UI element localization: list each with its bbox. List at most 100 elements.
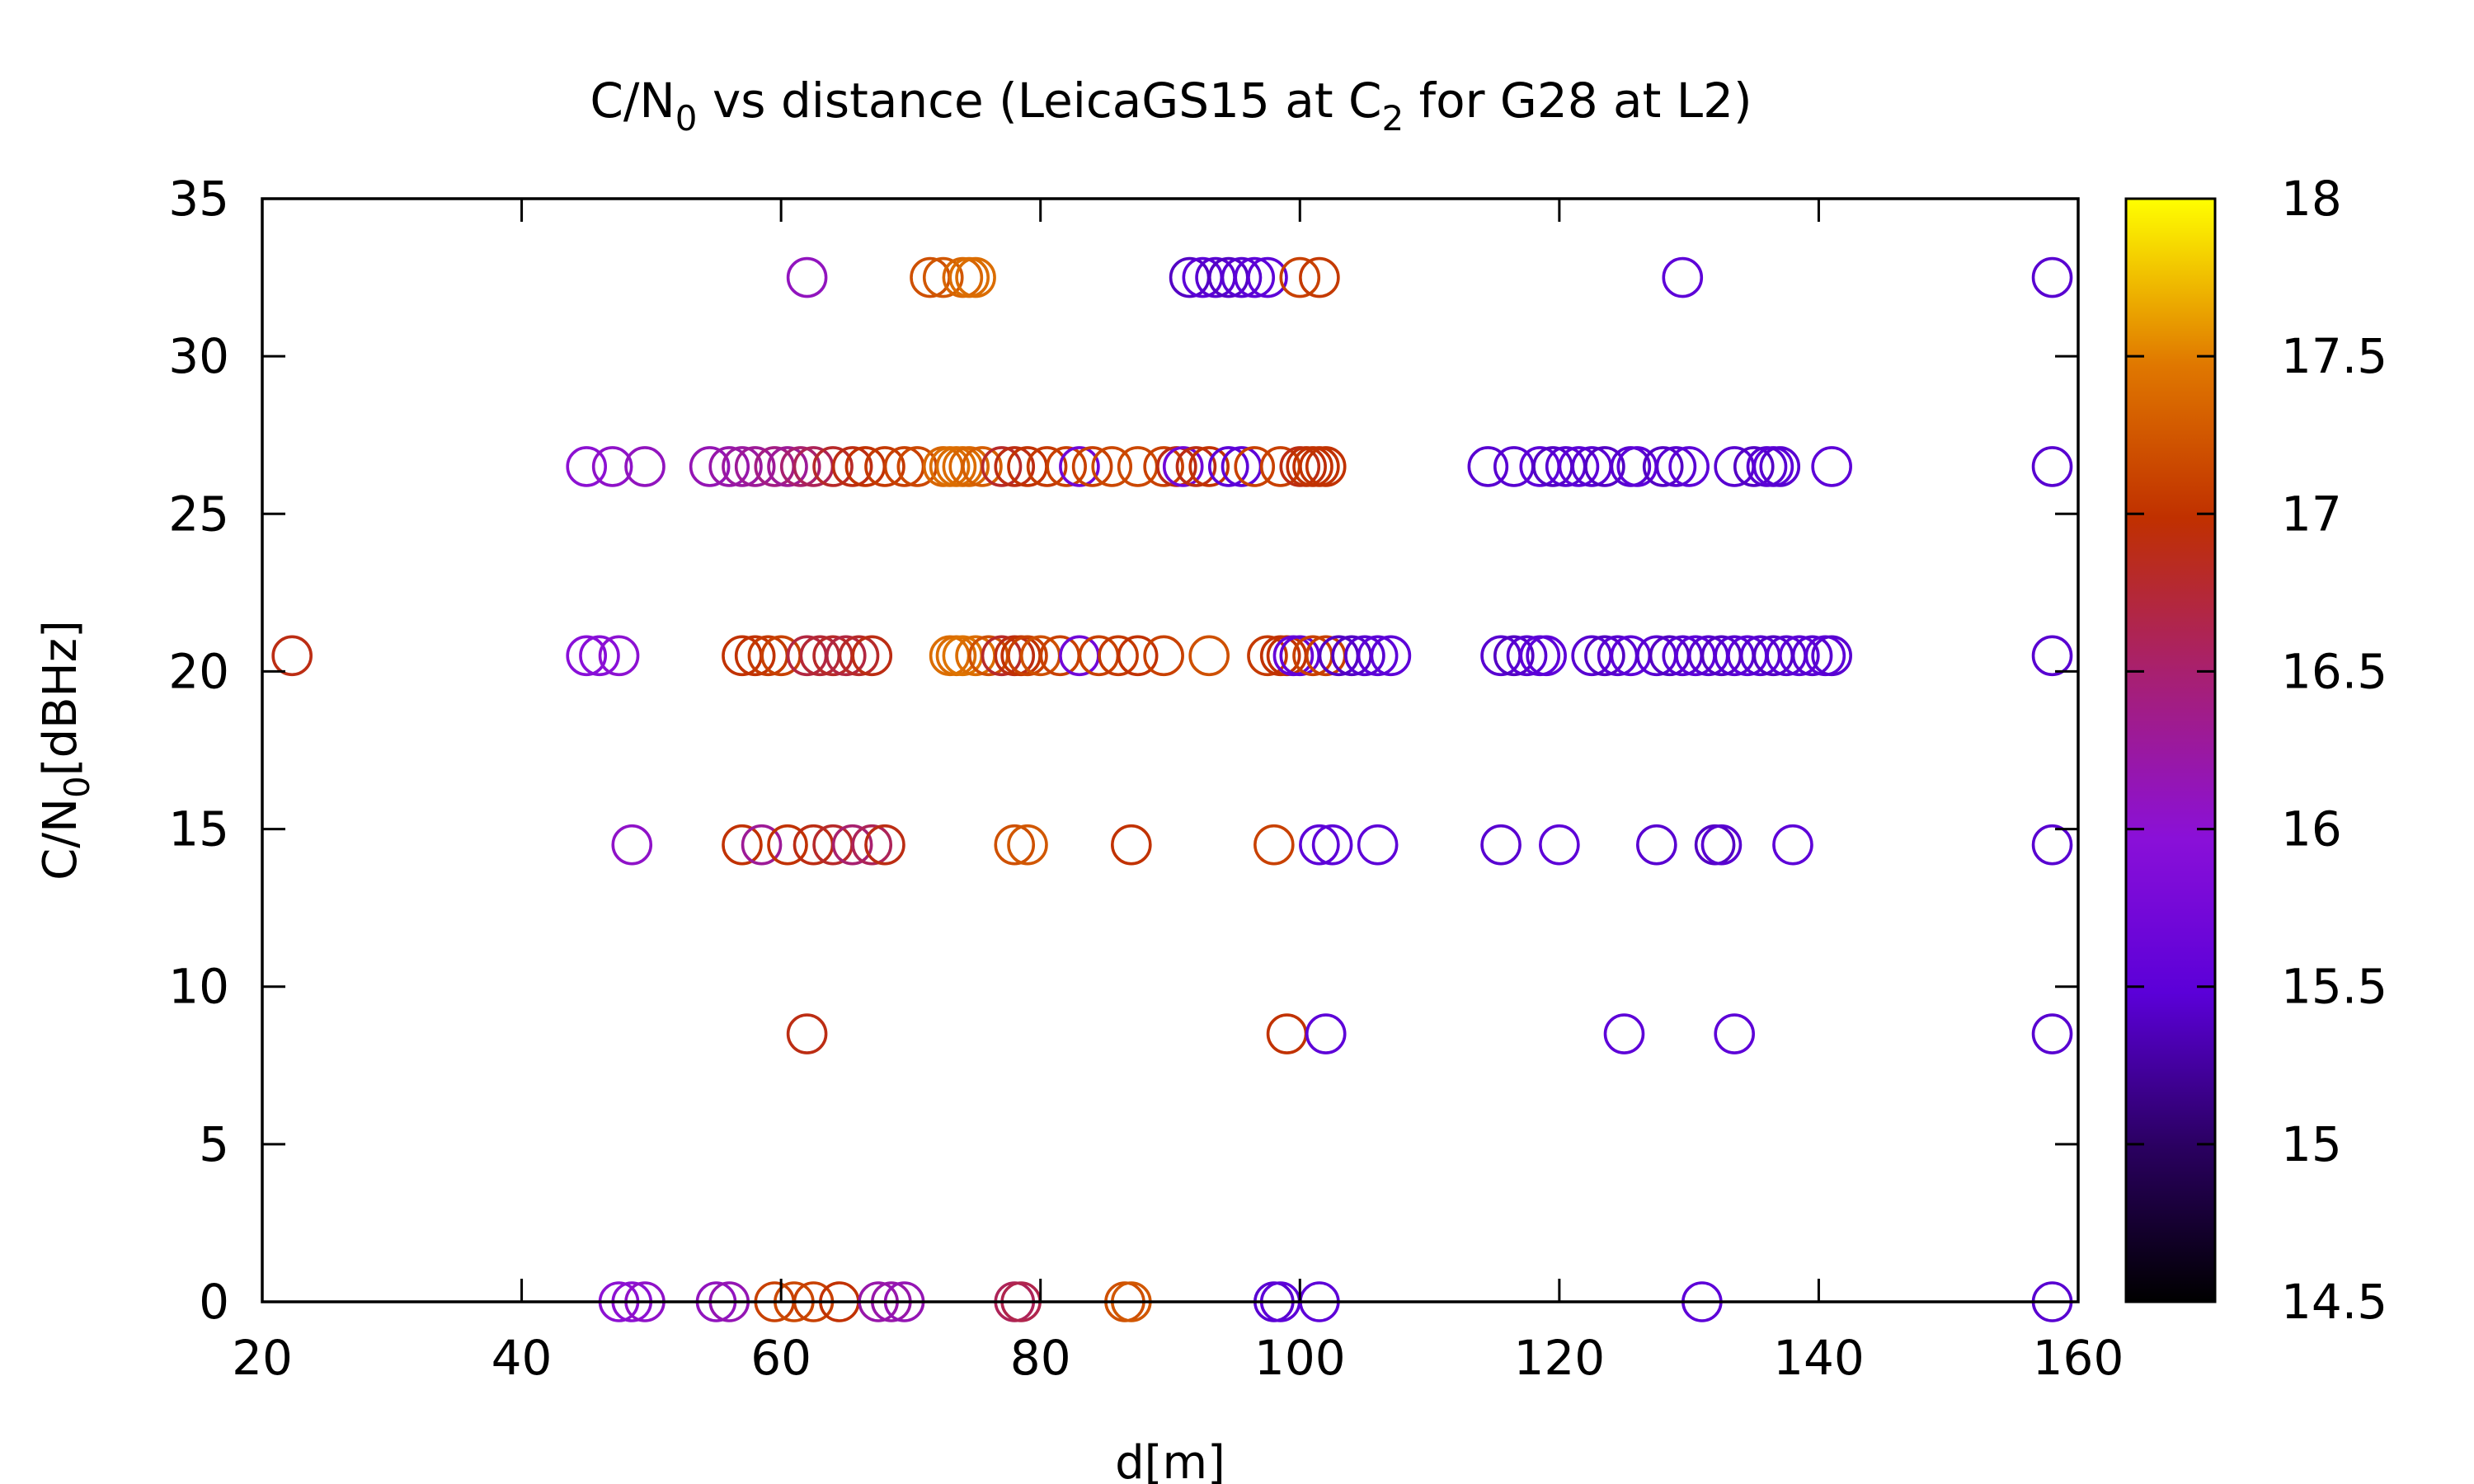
data-point [1046,446,1087,487]
data-point [1811,446,1852,487]
data-point [1811,635,1852,677]
data-point [1299,256,1340,298]
data-point [1733,446,1775,487]
colorbar-tick-label: 17.5 [2281,328,2387,384]
data-point [962,446,1003,487]
data-point [1279,256,1321,298]
colorbar-tick-label: 15.5 [2281,959,2387,1015]
data-point [1305,446,1347,487]
colorbar-tick-label: 16 [2281,801,2342,857]
y-tick-label: 10 [168,959,229,1015]
data-point [767,824,808,866]
data-point [1207,446,1249,487]
x-tick-label: 100 [1254,1330,1346,1386]
data-point [831,446,873,487]
data-point [1700,824,1743,866]
data-point [981,446,1023,487]
data-point [1299,824,1340,866]
data-point [1188,446,1230,487]
data-point [1247,256,1288,298]
data-point [1539,824,1580,866]
data-point [2031,256,2073,298]
data-point [566,635,608,677]
y-tick-label: 5 [199,1116,229,1172]
colorbar-tick-label: 16.5 [2281,643,2387,699]
data-point [1007,635,1048,677]
data-point [994,446,1036,487]
data-point [1493,635,1535,677]
data-point [1253,824,1295,866]
data-point [1357,635,1399,677]
data-point [851,635,893,677]
x-tick-label: 40 [492,1330,553,1386]
data-point [1642,446,1684,487]
chart-title-middle: vs distance (LeicaGS15 at C [698,73,1382,129]
data-point [831,824,873,866]
y-tick-label: 20 [168,643,229,699]
data-point [864,824,905,866]
data-point [955,256,996,298]
data-point [825,635,867,677]
data-point [1584,446,1625,487]
data-point [779,446,821,487]
data-point [579,635,620,677]
data-point [741,824,783,866]
data-point [1026,446,1068,487]
y-tick-label: 35 [168,171,229,227]
data-point [624,446,666,487]
y-tick-label: 0 [199,1274,229,1330]
x-tick-label: 120 [1513,1330,1605,1386]
data-point [1791,635,1833,677]
data-point [1221,256,1263,298]
x-axis-title: d[m] [1115,1436,1225,1484]
data-point [786,1013,828,1054]
data-point [1480,824,1522,866]
data-point [1111,824,1152,866]
data-point [1234,446,1276,487]
data-point [1655,446,1697,487]
data-point [767,446,808,487]
x-tick-label: 160 [2033,1330,2124,1386]
y-axis-title: C/N0[dBHz] [34,620,97,881]
colorbar-tick-label: 17 [2281,486,2342,542]
data-point [1344,635,1385,677]
data-point [1266,1013,1308,1054]
x-tick-label: 80 [1010,1330,1071,1386]
data-point [1759,446,1801,487]
data-point [1506,635,1548,677]
chart-title-main: C/N [590,73,675,129]
data-point [1558,446,1600,487]
chart-title-subscript: 0 [675,98,698,139]
data-point [948,446,990,487]
data-point [1247,635,1288,677]
data-point [812,446,854,487]
data-point [2031,1013,2073,1054]
data-point [1370,635,1412,677]
data-point [722,824,763,866]
data-point [1526,635,1567,677]
data-point [566,446,608,487]
data-point [2031,635,2073,677]
x-tick-label: 60 [750,1330,811,1386]
data-point [1234,256,1276,298]
y-tick-label: 15 [168,801,229,857]
data-point [2031,824,2073,866]
chart-title-subscript-2: 2 [1382,98,1404,139]
data-point [1091,446,1133,487]
data-point [708,446,750,487]
data-point [1636,824,1677,866]
colorbar-tick-label: 15 [2281,1116,2342,1172]
data-point [1071,446,1113,487]
data-point [1714,1013,1755,1054]
data-point [591,446,633,487]
data-point [611,824,653,866]
data-point [271,635,313,677]
x-tick-label: 140 [1773,1330,1865,1386]
data-point [1305,1013,1347,1054]
y-axis-title-subscript: 0 [57,776,97,798]
data-points [271,256,2073,1322]
data-point [734,635,776,677]
data-point [1584,635,1625,677]
data-point [1143,635,1184,677]
